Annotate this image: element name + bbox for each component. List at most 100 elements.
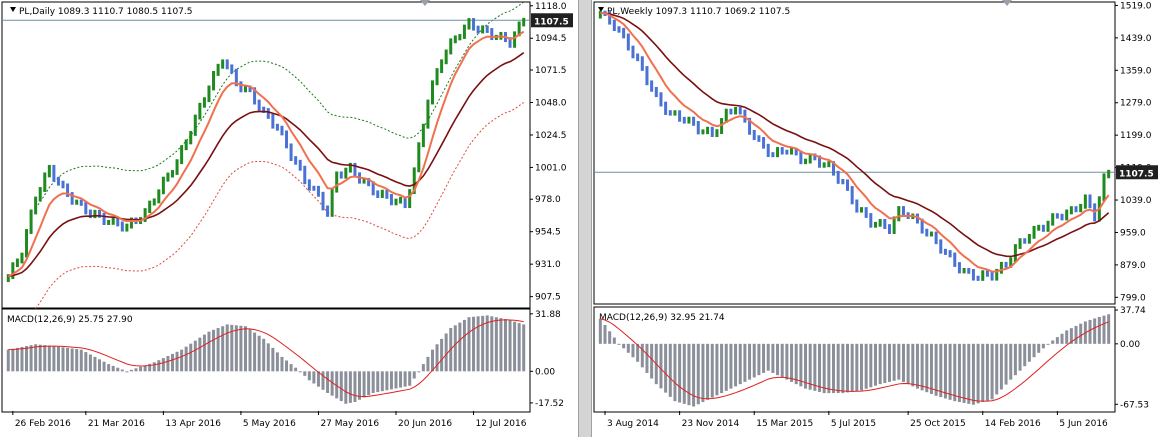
chart-shift-marker-icon[interactable] bbox=[420, 0, 430, 6]
envelope-upper-line bbox=[35, 1, 525, 209]
chart-window-weekly[interactable]: PL,Weekly 1097.3 1110.7 1069.2 1107.5 MA… bbox=[592, 0, 1159, 437]
chart-menu-triangle-icon[interactable] bbox=[10, 7, 16, 12]
price-axis-label: 879.0 bbox=[1120, 261, 1146, 271]
bull-bar bbox=[348, 162, 352, 173]
macd-histogram-bar bbox=[43, 345, 47, 372]
macd-histogram-bar bbox=[335, 371, 339, 399]
macd-histogram-bar bbox=[294, 367, 298, 372]
macd-histogram-bar bbox=[440, 338, 444, 372]
chart-window-daily[interactable]: PL,Daily 1089.3 1110.7 1080.5 1107.5 MAC… bbox=[0, 0, 578, 437]
bull-bar bbox=[687, 116, 691, 124]
macd-histogram-bar bbox=[367, 371, 371, 396]
macd-histogram-bar bbox=[371, 371, 375, 393]
date-axis-label: 12 Jul 2016 bbox=[476, 419, 527, 429]
bear-bar bbox=[307, 179, 311, 191]
macd-axis-label: 0.00 bbox=[535, 367, 555, 377]
bear-bar bbox=[794, 147, 798, 156]
bear-bar bbox=[771, 152, 775, 158]
macd-histogram-bar bbox=[408, 371, 412, 386]
price-axis-label: 1359.0 bbox=[1120, 66, 1152, 76]
price-axis-label: 1519.0 bbox=[1120, 1, 1152, 11]
macd-histogram-bar bbox=[207, 331, 211, 372]
macd-histogram-bar bbox=[832, 343, 836, 394]
macd-histogram-bar bbox=[967, 343, 971, 404]
macd-histogram-bar bbox=[75, 349, 79, 372]
macd-histogram-bar bbox=[358, 371, 362, 400]
bear-bar bbox=[752, 129, 756, 141]
macd-histogram-bar bbox=[84, 352, 88, 372]
bear-bar bbox=[738, 106, 742, 115]
macd-histogram-bar bbox=[925, 343, 929, 393]
bull-bar bbox=[216, 63, 220, 76]
current-price-label-box bbox=[1116, 165, 1158, 180]
bull-bar bbox=[522, 17, 526, 27]
macd-histogram-bar bbox=[859, 343, 863, 391]
bear-bar bbox=[850, 186, 854, 205]
bear-bar bbox=[316, 185, 320, 197]
bull-bar bbox=[1013, 244, 1017, 263]
macd-histogram-bar bbox=[939, 343, 943, 398]
bull-bar bbox=[93, 209, 97, 219]
bull-bar bbox=[129, 217, 133, 229]
bull-bar bbox=[412, 167, 416, 194]
bear-bar bbox=[271, 114, 275, 129]
macd-histogram-bar bbox=[376, 371, 380, 393]
bull-bar bbox=[1083, 194, 1087, 209]
macd-histogram-bar bbox=[1032, 343, 1036, 358]
bull-bar bbox=[929, 231, 933, 237]
bull-bar bbox=[999, 261, 1003, 274]
macd-histogram-bar bbox=[911, 343, 915, 387]
current-price-label-text: 1107.5 bbox=[1119, 169, 1154, 179]
bear-bar bbox=[757, 135, 761, 142]
macd-histogram-bar bbox=[266, 343, 270, 372]
weekly-chart-header: PL,Weekly 1097.3 1110.7 1069.2 1107.5 bbox=[607, 7, 790, 17]
bear-bar bbox=[66, 183, 70, 197]
daily-chart-canvas[interactable]: PL,Daily 1089.3 1110.7 1080.5 1107.5 MAC… bbox=[0, 0, 578, 437]
macd-histogram-bar bbox=[696, 343, 700, 405]
bear-bar bbox=[225, 59, 229, 70]
macd-histogram-bar bbox=[29, 345, 33, 372]
chart-menu-triangle-icon[interactable] bbox=[598, 7, 604, 12]
macd-histogram-bar bbox=[892, 343, 896, 381]
macd-histogram-bar bbox=[326, 371, 330, 393]
bull-bar bbox=[435, 68, 439, 86]
bear-bar bbox=[1004, 261, 1008, 268]
macd-histogram-bar bbox=[170, 353, 174, 372]
macd-histogram-bar bbox=[344, 371, 348, 404]
bear-bar bbox=[312, 185, 316, 191]
bear-bar bbox=[52, 164, 56, 182]
bear-bar bbox=[943, 248, 947, 255]
macd-histogram-bar bbox=[887, 343, 891, 382]
macd-histogram-bar bbox=[157, 360, 161, 372]
bull-bar bbox=[822, 162, 826, 168]
macd-histogram-bar bbox=[841, 343, 845, 394]
macd-histogram-bar bbox=[216, 328, 220, 372]
weekly-chart-canvas[interactable]: PL,Weekly 1097.3 1110.7 1069.2 1107.5 MA… bbox=[592, 0, 1159, 437]
macd-histogram-bar bbox=[640, 343, 644, 368]
bear-bar bbox=[230, 64, 234, 74]
macd-histogram-bar bbox=[189, 343, 193, 372]
macd-histogram-bar bbox=[316, 371, 320, 387]
macd-histogram-bar bbox=[622, 343, 626, 349]
bear-bar bbox=[298, 159, 302, 171]
macd-histogram-bar bbox=[929, 343, 933, 394]
macd-histogram-bar bbox=[934, 343, 938, 396]
macd-histogram-bar bbox=[962, 343, 966, 403]
price-axis-label: 954.5 bbox=[535, 228, 561, 238]
bear-bar bbox=[403, 196, 407, 209]
macd-histogram-bar bbox=[243, 326, 247, 372]
weekly-macd-header: MACD(12,26,9) 32.95 21.74 bbox=[599, 313, 725, 323]
bull-bar bbox=[207, 85, 211, 103]
bull-bar bbox=[724, 108, 728, 123]
bear-bar bbox=[234, 68, 238, 87]
macd-histogram-bar bbox=[248, 329, 252, 372]
macd-histogram-bar bbox=[1051, 340, 1055, 344]
macd-histogram-bar bbox=[180, 349, 184, 372]
macd-histogram-bar bbox=[280, 356, 284, 372]
bear-bar bbox=[939, 239, 943, 254]
chart-shift-marker-icon[interactable] bbox=[1002, 0, 1012, 6]
bull-bar bbox=[15, 258, 19, 268]
macd-histogram-bar bbox=[976, 343, 980, 404]
price-axis-label: 959.0 bbox=[1120, 228, 1146, 238]
macd-histogram-bar bbox=[34, 344, 38, 372]
